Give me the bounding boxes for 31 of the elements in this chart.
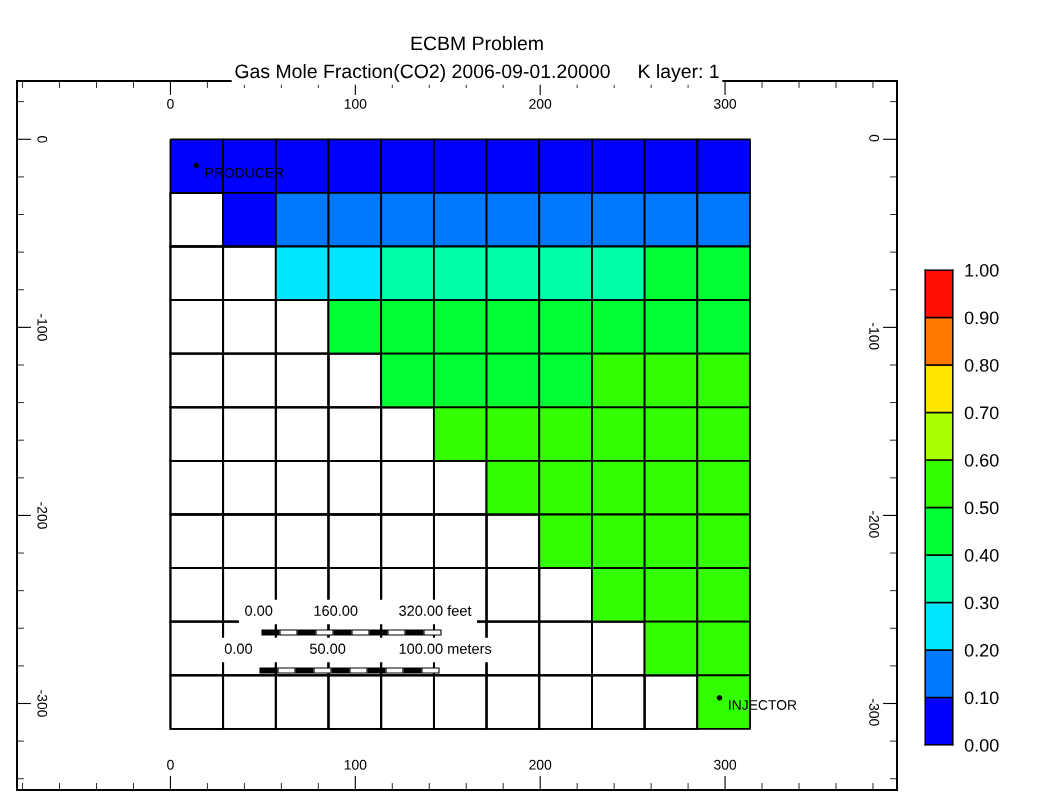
y2-tick-label: -200: [37, 502, 48, 529]
x-tick-label: 0: [167, 759, 174, 770]
x-tick-label: 300: [714, 759, 737, 770]
x2-tick-label: 0: [167, 98, 174, 109]
y-tick-label: 0: [869, 134, 880, 142]
chart-subtitle: Gas Mole Fraction(CO2) 2006-09-01.20000 K layer: 1: [235, 63, 719, 83]
x-tick-label: 100: [344, 759, 367, 770]
color-bar-label: 0.70: [964, 406, 999, 420]
color-bar-label: 0.30: [964, 596, 999, 610]
color-bar-label: 0.60: [964, 453, 999, 467]
color-bar-label: 0.80: [964, 358, 999, 372]
x-tick-label: 200: [529, 759, 552, 770]
annotation: 0.00 160.00 320.00 feet: [245, 605, 472, 616]
y-tick-label: -300: [869, 699, 880, 726]
color-bar-label: 0.00: [964, 738, 999, 752]
x2-tick-label: 300: [714, 98, 737, 109]
color-bar-label: 0.20: [964, 643, 999, 657]
color-bar-label: 0.10: [964, 691, 999, 705]
chart-title: ECBM Problem: [411, 35, 543, 51]
y2-tick-label: 0: [37, 135, 48, 143]
annotation: 0.00 50.00 100.00 meters: [224, 643, 492, 654]
color-bar-label: 0.90: [964, 311, 999, 325]
x2-tick-label: 100: [344, 98, 367, 109]
y2-tick-label: -300: [37, 690, 48, 717]
color-bar-label: 1.00: [965, 263, 999, 277]
y-tick-label: -100: [869, 322, 880, 350]
y2-tick-label: -100: [37, 314, 48, 341]
y-tick-label: -200: [869, 511, 880, 538]
color-bar-label: 0.50: [964, 501, 999, 515]
x2-tick-label: 200: [529, 98, 552, 109]
color-bar-label: 0.40: [964, 548, 999, 562]
